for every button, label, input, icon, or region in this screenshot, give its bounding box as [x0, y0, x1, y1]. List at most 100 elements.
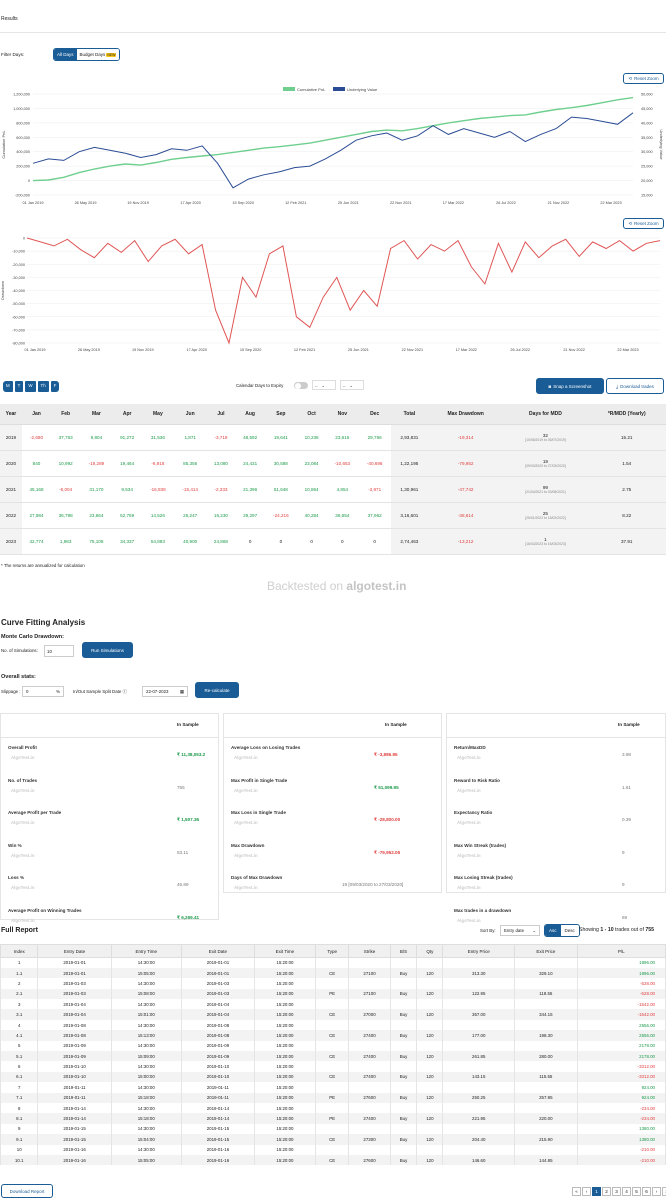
download-report-button[interactable]: Download Report	[1, 1184, 53, 1198]
trade-cell	[442, 1040, 516, 1052]
trades-col-header[interactable]: Exit Price	[514, 944, 578, 958]
trade-cell: 14:30:00	[110, 1019, 182, 1031]
asc-option[interactable]: Asc	[545, 925, 561, 936]
trade-cell	[514, 957, 578, 968]
month-return-cell: 23,664	[80, 502, 113, 529]
trades-col-header[interactable]: B/S	[389, 944, 418, 958]
month-return-cell: 37,962	[358, 502, 391, 529]
trades-col-header[interactable]: Strike	[348, 944, 391, 958]
dte-select-to[interactable]: -- ⌄	[340, 380, 364, 390]
sort-select[interactable]: Entry date ⌄	[500, 925, 540, 936]
trades-col-header[interactable]: Type	[314, 944, 350, 958]
table-row[interactable]: 5.1 2019-01-09 15:09:00 2019-01-09 15:20:00 C…	[0, 1051, 666, 1062]
table-row[interactable]: 3 2019-01-04 14:30:00 2019-01-04 15:20:00 -15…	[0, 999, 666, 1010]
dte-select-from[interactable]: -- ⌄	[312, 380, 336, 390]
budget-days-option[interactable]: Budget Days NEW	[76, 49, 120, 60]
trades-col-header[interactable]: Entry Date	[37, 944, 112, 958]
desc-option[interactable]: Desc	[560, 925, 579, 936]
trade-cell: 2019-01-08	[180, 1019, 256, 1031]
slippage-input[interactable]: 0%	[22, 686, 64, 697]
first-page-button[interactable]: «	[572, 1187, 581, 1196]
table-row[interactable]: 6 2019-01-10 14:30:00 2019-01-10 15:20:00 -33…	[0, 1061, 666, 1072]
sort-order-toggle[interactable]: Asc Desc	[544, 924, 580, 937]
filter-days-toggle[interactable]: All Days Budget Days NEW	[53, 48, 121, 61]
weekday-th[interactable]: Th	[37, 381, 49, 392]
trades-col-header[interactable]: Exit Date	[180, 944, 256, 958]
snap-screenshot-button[interactable]: ◙ Snap a Screenshot	[536, 378, 604, 394]
table-row[interactable]: 2.1 2019-01-03 15:08:00 2019-01-03 15:20:00 P…	[0, 988, 666, 1000]
stat-row: Max trades in a drawdown AlgoTest.in 69	[447, 901, 665, 934]
stat-row: Max Drawdown AlgoTest.in ₹ -79,952.05	[224, 836, 441, 869]
trade-cell	[514, 1102, 578, 1114]
table-row[interactable]: 10.1 2019-01-16 15:05:00 2019-01-16 15:20:00…	[0, 1154, 666, 1166]
page-button[interactable]: 6	[642, 1187, 651, 1196]
weekday-w[interactable]: W	[25, 381, 36, 392]
table-row[interactable]: 1 2019-01-01 14:30:00 2019-01-01 15:20:00 189…	[0, 957, 666, 968]
page-button[interactable]: 5	[632, 1187, 641, 1196]
reset-zoom-button-2[interactable]: ⟲ Reset Zoom	[623, 218, 664, 229]
weekday-m[interactable]: M	[3, 381, 13, 392]
table-row[interactable]: 3.1 2019-01-04 15:01:00 2019-01-04 15:20:00 C…	[0, 1009, 666, 1020]
table-row[interactable]: 1.1 2019-01-01 15:05:00 2019-01-01 15:20:00 C…	[0, 967, 666, 979]
trade-cell: 220.00	[514, 1113, 578, 1124]
calendar-days-toggle[interactable]	[294, 382, 308, 389]
stat-label: Win %	[8, 842, 22, 848]
download-trades-button[interactable]: ⤓ Download trades	[606, 378, 664, 394]
returns-col-header: Aug	[235, 404, 265, 425]
trades-col-header[interactable]: Entry Price	[442, 944, 516, 958]
recalculate-button[interactable]: Re-calculate	[195, 682, 239, 698]
month-return-cell: 840	[21, 450, 52, 477]
trades-col-header[interactable]: Entry Time	[110, 944, 182, 958]
trade-cell: 2019-01-10	[37, 1061, 112, 1072]
page-button[interactable]: 2	[602, 1187, 611, 1196]
simulations-input[interactable]: 10	[44, 645, 74, 657]
table-row[interactable]: 7.1 2019-01-11 15:18:00 2019-01-11 15:20:00 P…	[0, 1092, 666, 1103]
trade-cell: 177.00	[442, 1030, 516, 1041]
table-row[interactable]: 8 2019-01-14 14:30:00 2019-01-14 15:20:00 -23…	[0, 1102, 666, 1114]
stat-value: ₹ 51,099.95	[374, 784, 399, 790]
trades-col-header[interactable]: Qty	[416, 944, 444, 958]
trade-cell	[442, 1102, 516, 1114]
page-button[interactable]: 4	[622, 1187, 631, 1196]
trades-col-header[interactable]: Index	[0, 944, 39, 958]
page-button[interactable]: 1	[592, 1187, 601, 1196]
days-mdd-cell: 99 [21/04/2021 to 03/08/2021]	[503, 476, 588, 503]
split-date-input[interactable]: 22-07-2023 ▦	[142, 686, 188, 697]
trade-cell: 120	[416, 1051, 444, 1062]
days-value: 1	[544, 536, 547, 542]
last-page-button[interactable]: »	[662, 1187, 666, 1196]
trade-cell: 2019-01-15	[37, 1134, 112, 1145]
trade-cell: 6.1	[0, 1071, 39, 1083]
table-row[interactable]: 4 2019-01-08 14:30:00 2019-01-08 15:20:00 255…	[0, 1019, 666, 1031]
trades-col-header[interactable]: Exit Time	[254, 944, 316, 958]
run-simulations-button[interactable]: Run Simulations	[82, 642, 133, 658]
reset-zoom-button[interactable]: ⟲ Reset Zoom	[623, 73, 664, 84]
table-row[interactable]: 10 2019-01-16 14:30:00 2019-01-16 15:20:00 -2…	[0, 1144, 666, 1155]
trade-cell: 15:20:00	[254, 988, 316, 1000]
trade-cell: 2	[0, 978, 39, 989]
table-row[interactable]: 6.1 2019-01-10 15:00:00 2019-01-10 15:20:00 C…	[0, 1071, 666, 1083]
prev-page-button[interactable]: ‹	[582, 1187, 591, 1196]
weekday-f[interactable]: F	[50, 381, 60, 392]
table-row[interactable]: 8.1 2019-01-14 15:18:00 2019-01-14 15:20:00 P…	[0, 1113, 666, 1124]
trade-cell: 257.95	[514, 1092, 578, 1103]
next-page-button[interactable]: ›	[652, 1187, 661, 1196]
weekday-filter[interactable]: M T W Th F	[3, 381, 60, 392]
month-return-cell: 4,854	[326, 476, 359, 503]
table-row[interactable]: 9 2019-01-15 14:30:00 2019-01-15 15:20:00 138…	[0, 1123, 666, 1135]
table-row[interactable]: 5 2019-01-09 14:30:00 2019-01-09 15:20:00 217…	[0, 1040, 666, 1052]
trade-cell: 15:00:00	[110, 1071, 182, 1083]
stat-watermark: AlgoTest.in	[234, 787, 258, 793]
snap-screenshot-label: Snap a Screenshot	[553, 383, 592, 389]
table-row[interactable]: 2 2019-01-03 14:30:00 2019-01-03 15:20:00 -52…	[0, 978, 666, 989]
month-return-cell: 23,084	[297, 450, 327, 477]
trade-cell: 27400	[348, 1030, 391, 1041]
refresh-icon: ⟲	[628, 75, 633, 81]
page-button[interactable]: 3	[612, 1187, 621, 1196]
trades-col-header[interactable]: P/L	[576, 944, 666, 958]
weekday-t[interactable]: T	[14, 381, 24, 392]
table-row[interactable]: 4.1 2019-01-08 15:13:00 2019-01-08 15:20:00 C…	[0, 1030, 666, 1041]
table-row[interactable]: 9.1 2019-01-15 15:04:00 2019-01-15 15:20:00 C…	[0, 1134, 666, 1145]
table-row[interactable]: 7 2019-01-11 14:30:00 2019-01-11 15:20:00 924…	[0, 1082, 666, 1093]
all-days-option[interactable]: All Days	[54, 49, 77, 60]
